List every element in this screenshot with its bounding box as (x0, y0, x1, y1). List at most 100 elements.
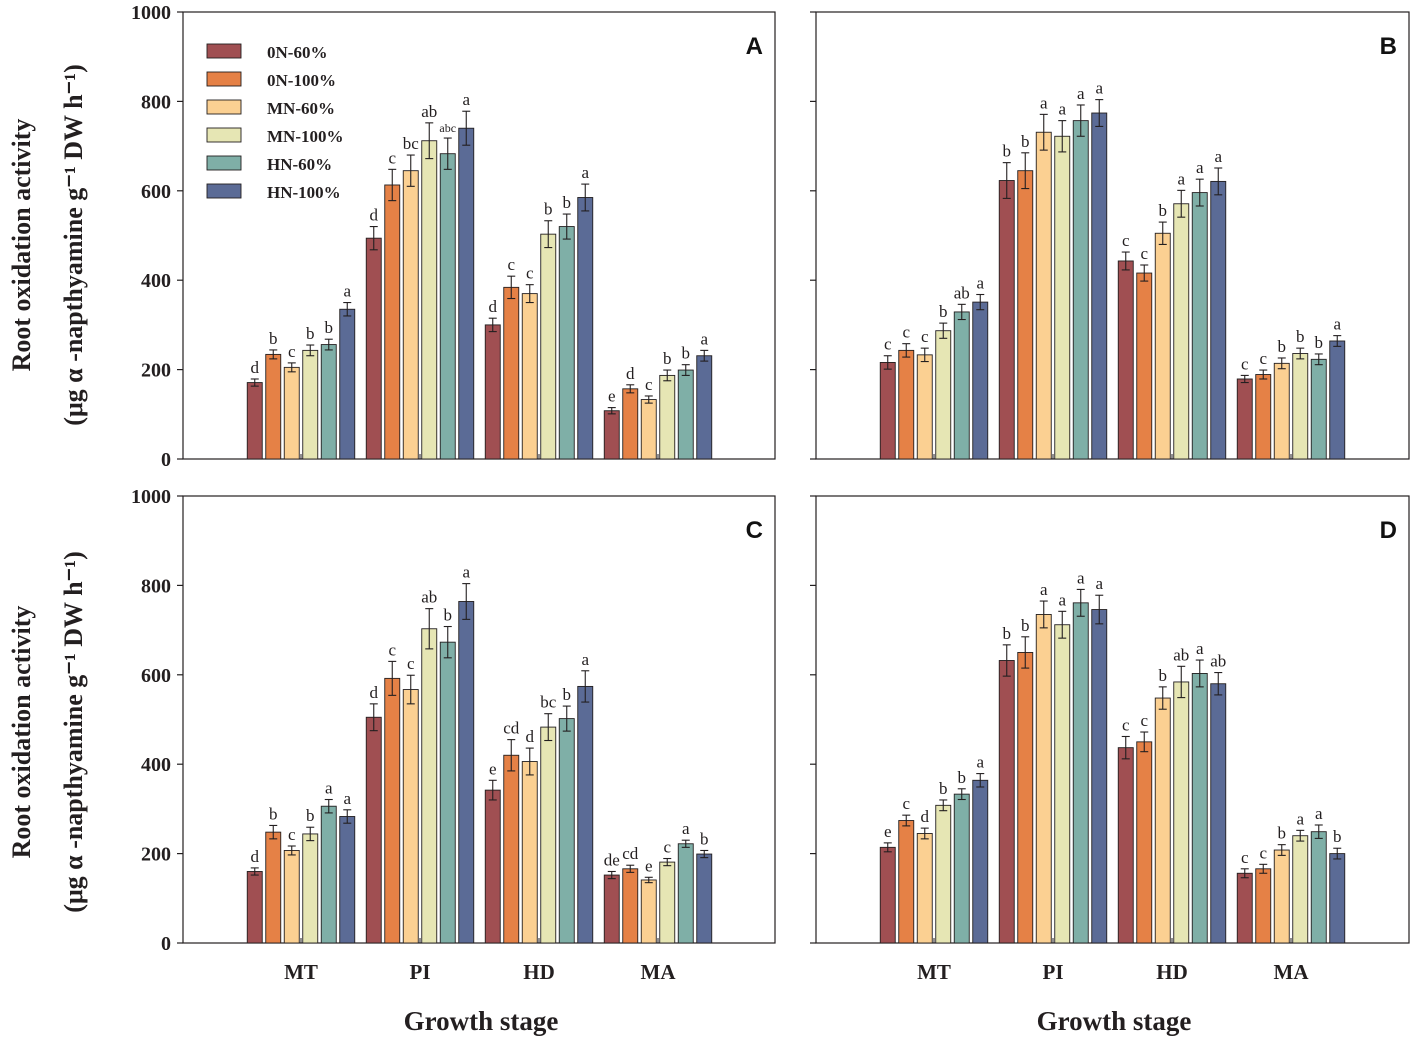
error-bar (1021, 152, 1030, 190)
bar (1035, 131, 1052, 460)
legend-swatch (206, 127, 242, 143)
significance-letter: a (343, 789, 351, 808)
error-bar (902, 343, 911, 358)
x-tick-label: HD (1156, 960, 1188, 984)
bar (1072, 120, 1089, 460)
bar (484, 324, 501, 460)
bar (603, 410, 620, 460)
significance-letter: b (1159, 666, 1168, 685)
bar (439, 641, 456, 944)
error-bar (425, 122, 434, 160)
significance-letter: a (462, 563, 470, 582)
bar (1210, 180, 1227, 460)
error-bar (939, 322, 948, 339)
significance-letter: ab (1173, 645, 1189, 664)
bar (622, 388, 639, 460)
legend-swatch (206, 71, 242, 87)
bar (384, 184, 401, 460)
significance-letter: d (921, 807, 930, 826)
error-bar (883, 842, 892, 853)
y-tick-label: 200 (141, 844, 171, 866)
significance-letter: b (939, 302, 948, 321)
significance-letter: a (325, 779, 333, 798)
significance-letter: d (526, 727, 535, 746)
bar (302, 349, 319, 460)
plot-frame (182, 11, 776, 460)
significance-letter: b (306, 324, 315, 343)
significance-letter: a (581, 650, 589, 669)
bar (916, 833, 933, 944)
legend-label: 0N-60% (267, 43, 327, 62)
bar (283, 366, 300, 460)
significance-letter: b (444, 606, 453, 625)
significance-letter: a (1196, 639, 1204, 658)
y-tick-label: 0 (161, 933, 171, 955)
y-tick-label: 1000 (131, 2, 171, 24)
x-tick-label: MT (284, 960, 318, 984)
error-bar (1076, 104, 1085, 137)
error-bar (1039, 113, 1048, 151)
bar (384, 677, 401, 944)
significance-letter: a (1077, 568, 1085, 587)
significance-letter: a (1333, 315, 1341, 334)
significance-letter: a (1296, 809, 1304, 828)
bar (320, 805, 337, 944)
bar (521, 761, 538, 944)
plot-frame (182, 495, 776, 944)
bar (1191, 192, 1208, 460)
error-bar (1296, 829, 1305, 842)
bar (1310, 358, 1327, 460)
error-bar (581, 183, 590, 212)
error-bar (406, 154, 415, 187)
error-bar (644, 876, 653, 884)
error-bar (1333, 847, 1342, 860)
error-bar (1002, 644, 1011, 677)
y-axis-title-line2: (μg α -napthyamine g⁻¹ DW h⁻¹) (59, 551, 88, 912)
bar (1091, 112, 1108, 460)
significance-letter: b (306, 806, 315, 825)
bar (265, 353, 282, 460)
x-tick-label: PI (1043, 960, 1064, 984)
significance-letter: c (388, 640, 396, 659)
significance-letter: ab (954, 283, 970, 302)
significance-letter: a (682, 819, 690, 838)
bar (1236, 378, 1253, 460)
x-tick-label: MA (1274, 960, 1310, 984)
significance-letter: c (1241, 848, 1249, 867)
error-bar (269, 349, 278, 360)
significance-letter: a (1040, 93, 1048, 112)
error-bar (1121, 251, 1130, 271)
significance-letter: a (1095, 79, 1103, 98)
y-axis-title-line2: (μg α -napthyamine g⁻¹ DW h⁻¹) (59, 64, 88, 425)
legend-label: 0N-100% (267, 71, 336, 90)
significance-letter: c (507, 255, 515, 274)
bar (246, 871, 263, 944)
error-bar (607, 870, 616, 880)
bar (696, 355, 713, 460)
bar (1035, 614, 1052, 944)
significance-letter: e (645, 856, 653, 875)
bar (1191, 673, 1208, 944)
legend: 0N-60% 0N-100% MN-60% MN-100% HN-60% HN-100% (206, 43, 343, 202)
bar (484, 789, 501, 944)
error-bar (1021, 636, 1030, 669)
significance-letter: a (1058, 100, 1066, 119)
significance-letter: a (581, 163, 589, 182)
error-bar (1296, 347, 1305, 360)
x-tick-label: PI (410, 960, 431, 984)
bar (402, 689, 419, 944)
bar (246, 382, 263, 460)
bar (365, 716, 382, 944)
error-bar (1195, 178, 1204, 207)
error-bar (1314, 353, 1323, 366)
error-bar (1158, 686, 1167, 710)
error-bar (1259, 863, 1268, 874)
bar (1091, 609, 1108, 944)
bar (659, 374, 676, 460)
bar (953, 311, 970, 460)
x-tick-label: HD (523, 960, 555, 984)
significance-letter: b (269, 804, 278, 823)
error-bar (581, 670, 590, 703)
y-tick-label: 800 (141, 575, 171, 597)
